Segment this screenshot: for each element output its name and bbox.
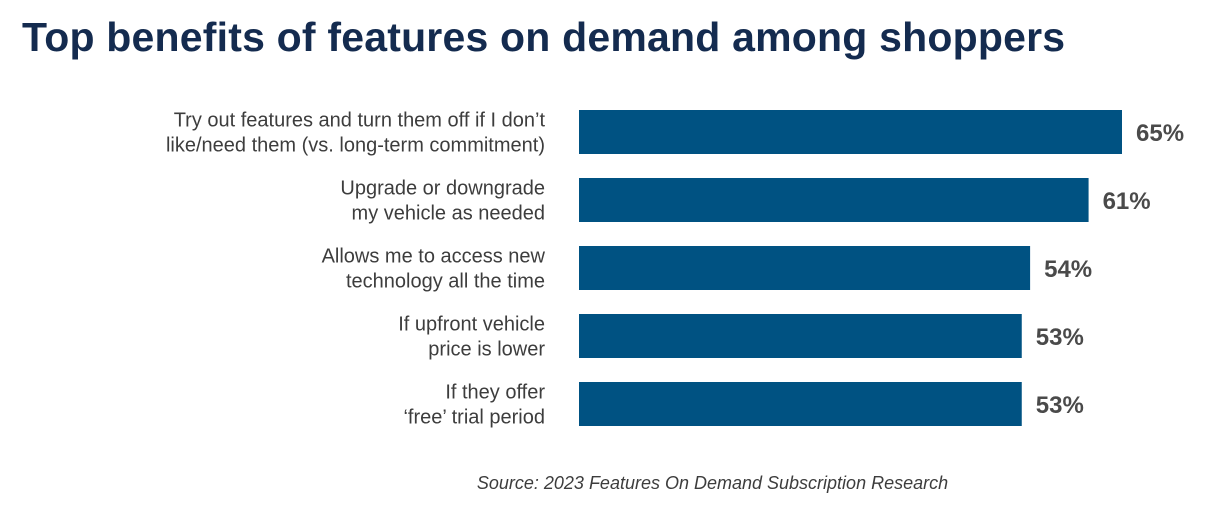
value-label-4: 53% [1036, 324, 1084, 351]
category-label-4-line-2: price is lower [428, 339, 545, 361]
bar-chart: 65% Try out features and turn them off if… [166, 110, 1184, 429]
category-label-1-line-1: Try out features and turn them off if I … [174, 110, 546, 132]
category-label-3-line-1: Allows me to access new [322, 246, 546, 268]
bar-3 [579, 246, 1031, 290]
bar-5 [579, 382, 1022, 426]
category-label-3: Allows me to access new technology all th… [322, 246, 546, 293]
category-label-4: If upfront vehicle price is lower [398, 314, 545, 361]
category-label-2-line-2: my vehicle as needed [352, 203, 545, 225]
category-label-2-line-1: Upgrade or downgrade [340, 178, 545, 200]
category-label-2: Upgrade or downgrade my vehicle as needed [340, 178, 545, 225]
bar-2 [579, 178, 1089, 222]
value-label-2: 61% [1103, 188, 1151, 215]
category-label-1: Try out features and turn them off if I … [166, 110, 545, 157]
category-label-5: If they offer ‘free’ trial period [403, 382, 545, 429]
category-label-5-line-2: ‘free’ trial period [403, 407, 545, 429]
value-label-1: 65% [1136, 120, 1184, 147]
value-label-3: 54% [1044, 256, 1092, 283]
bar-4 [579, 314, 1022, 358]
category-label-4-line-1: If upfront vehicle [398, 314, 545, 336]
source-note: Source: 2023 Features On Demand Subscrip… [476, 473, 949, 493]
chart-title: Top benefits of features on demand among… [22, 14, 1066, 60]
category-label-1-line-2: like/need them (vs. long-term commitment… [166, 135, 545, 157]
category-label-3-line-2: technology all the time [346, 271, 545, 293]
category-label-5-line-1: If they offer [445, 382, 545, 404]
value-label-5: 53% [1036, 392, 1084, 419]
bar-1 [579, 110, 1122, 154]
